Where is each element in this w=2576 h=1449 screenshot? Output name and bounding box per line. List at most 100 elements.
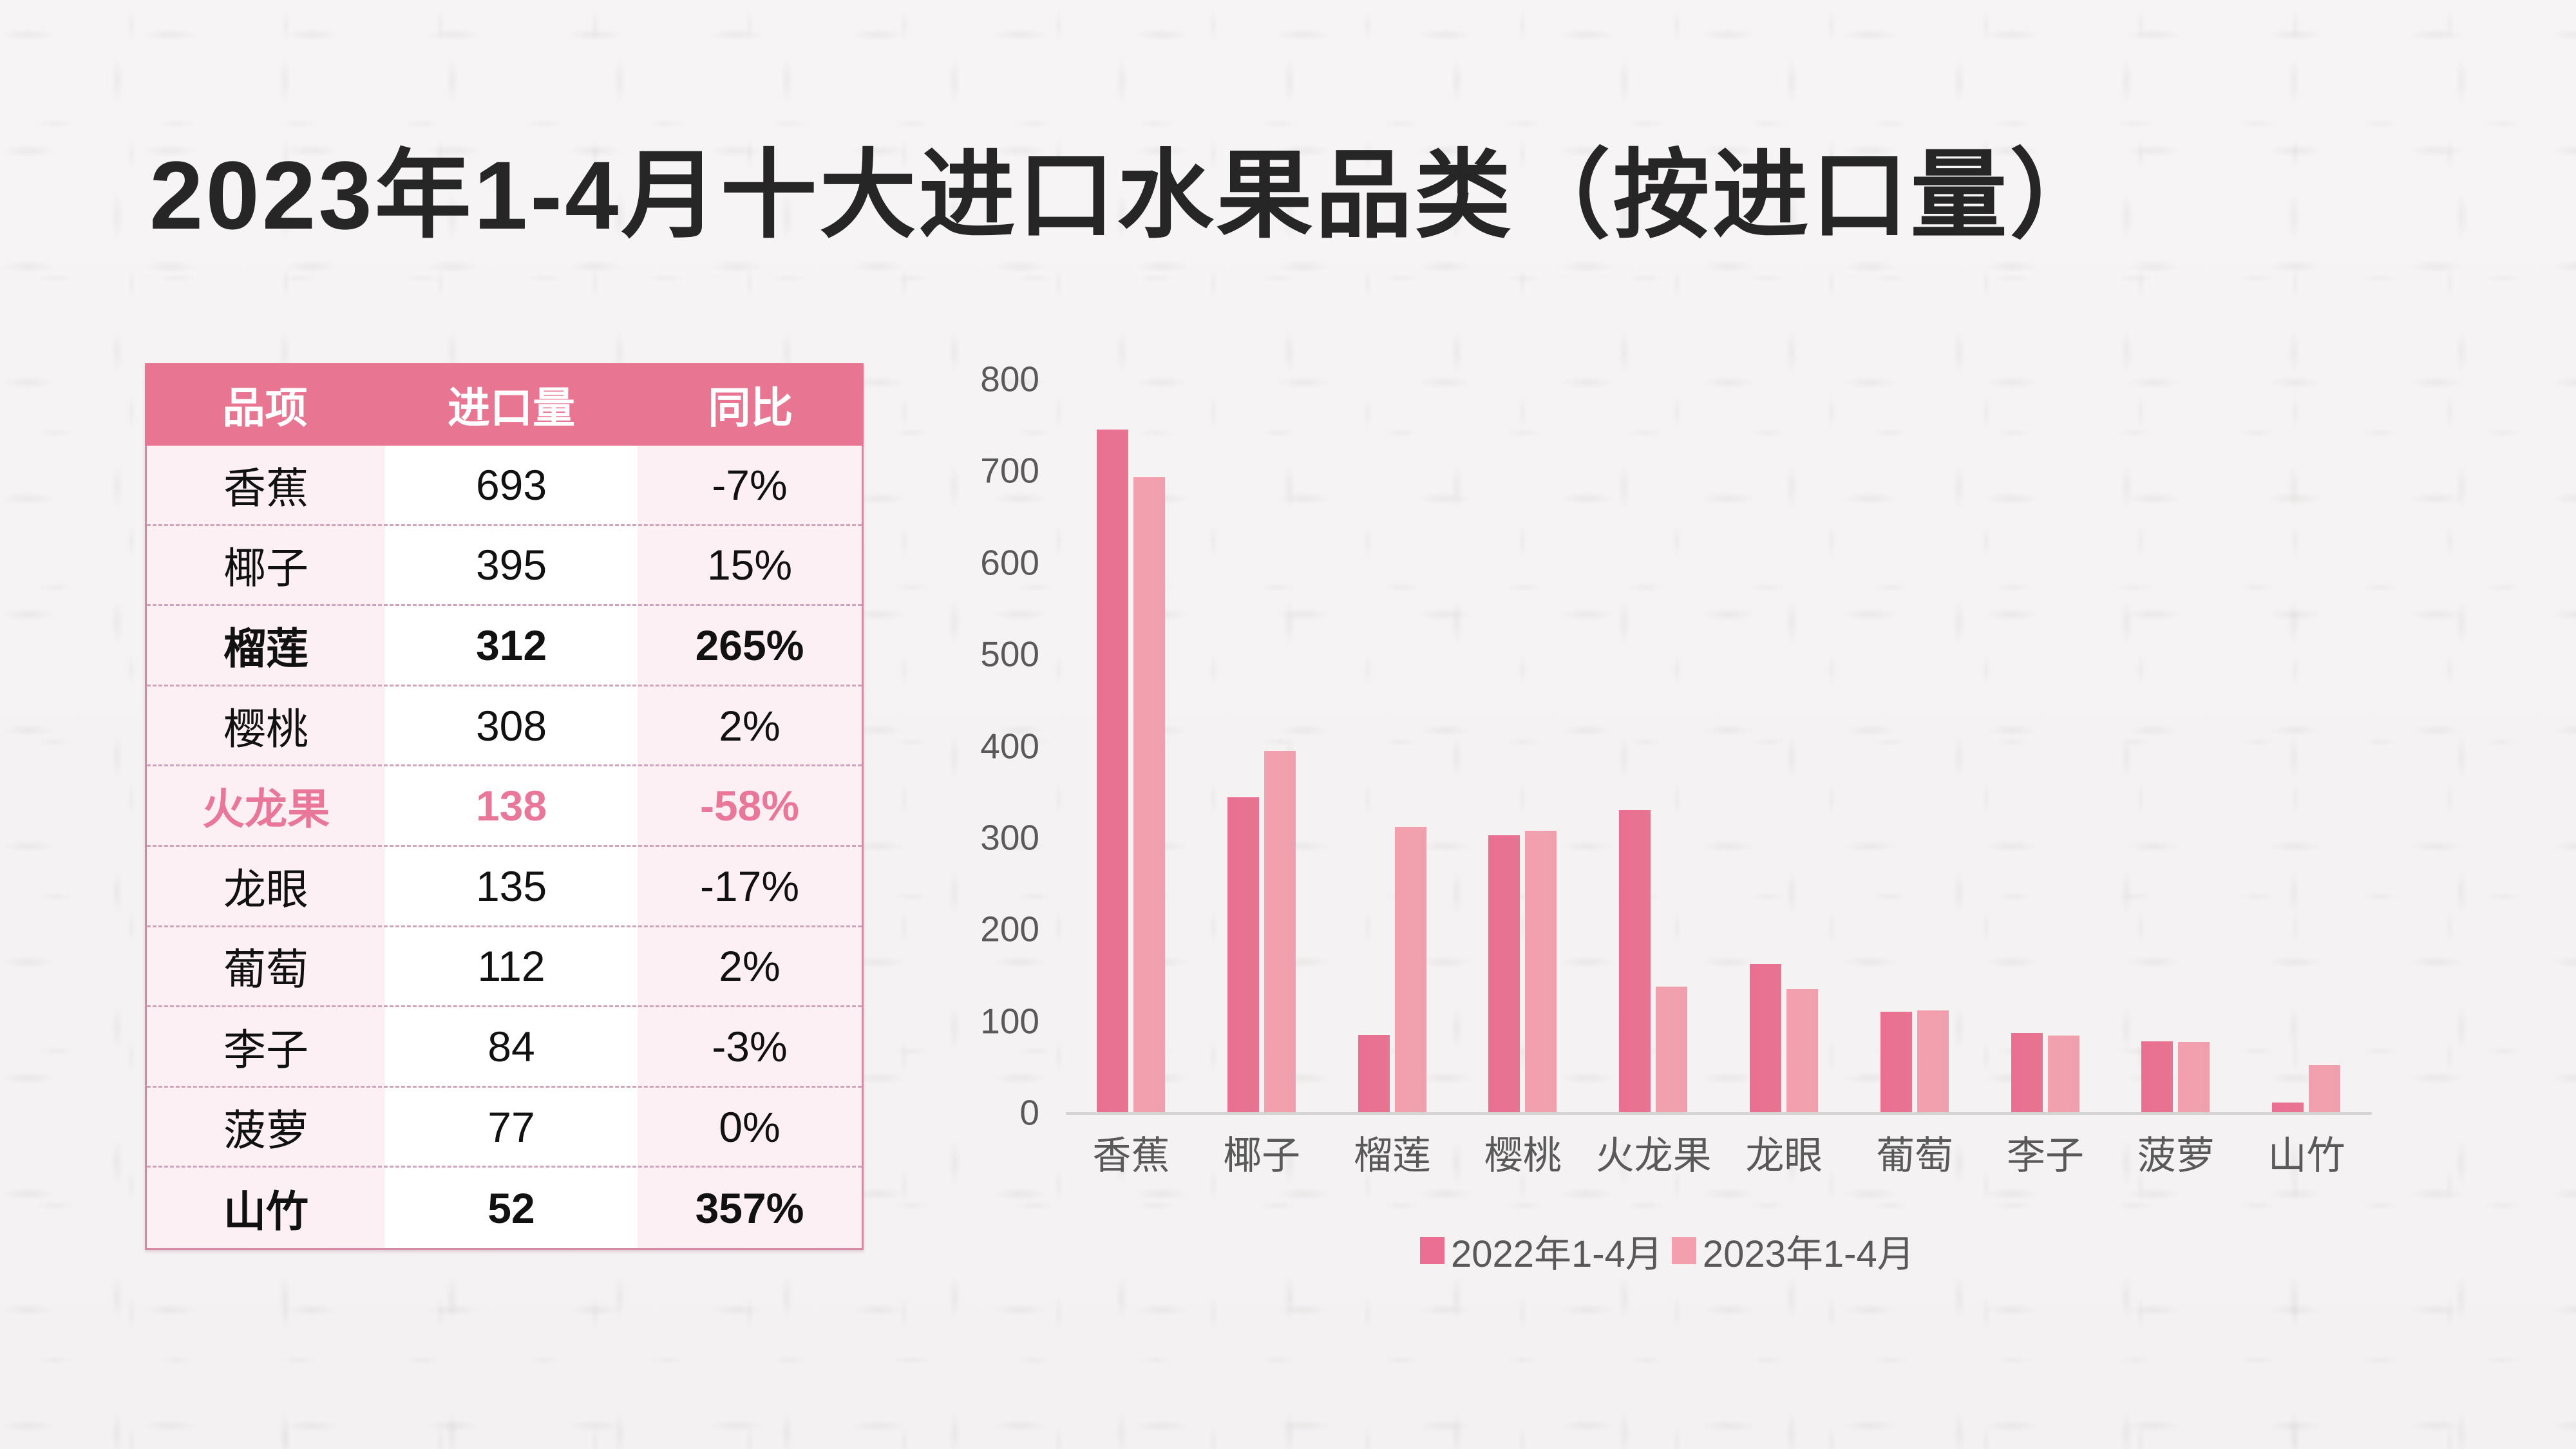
- cell-item: 樱桃: [223, 705, 308, 753]
- bar-2022: [2141, 1041, 2174, 1113]
- cell-volume: 308: [475, 701, 547, 750]
- table-header: 品项 进口量 同比: [145, 363, 864, 446]
- cell-yoy: -17%: [699, 862, 800, 910]
- cell-item: 菠萝: [223, 1106, 308, 1154]
- x-tick-label: 山竹: [2268, 1134, 2345, 1177]
- x-tick-label: 李子: [2006, 1134, 2084, 1177]
- cell-yoy: -58%: [699, 782, 800, 830]
- cell-yoy: -7%: [712, 460, 788, 509]
- cell-yoy: -3%: [712, 1022, 788, 1070]
- bar-group: [1197, 348, 1327, 1113]
- bar-group: [1066, 348, 1197, 1113]
- bar-group: [1850, 348, 1980, 1113]
- bar-group: [2241, 348, 2372, 1113]
- bar-2023: [1394, 826, 1426, 1113]
- cell-yoy: 2%: [719, 701, 781, 750]
- cell-item: 李子: [223, 1025, 308, 1074]
- fruit-import-table: 品项 进口量 同比 香蕉 693 -7% 椰子 395 15% 榴莲 312 265% 樱桃 308…: [145, 363, 864, 1250]
- bar-2022: [2011, 1033, 2043, 1113]
- table-row: 龙眼 135 -17%: [147, 847, 862, 927]
- bar-group: [1719, 348, 1850, 1113]
- cell-volume: 135: [475, 862, 547, 910]
- cell-yoy: 2%: [719, 942, 781, 990]
- table-row: 榴莲 312 265%: [147, 606, 862, 687]
- bar-2022: [1227, 797, 1259, 1113]
- x-tick-label: 火龙果: [1595, 1134, 1712, 1177]
- y-tick-label: 800: [980, 359, 1039, 399]
- cell-item: 葡萄: [223, 945, 308, 994]
- cell-yoy: 265%: [695, 621, 804, 669]
- cell-item: 火龙果: [202, 785, 330, 833]
- bar-2022: [1488, 835, 1520, 1113]
- column-bg: [638, 446, 862, 1248]
- bar-2023: [1656, 986, 1688, 1113]
- bar-2023: [2047, 1036, 2079, 1113]
- y-tick-label: 100: [980, 1001, 1039, 1041]
- bar-2023: [2178, 1042, 2210, 1113]
- page-title: 2023年1-4月十大进口水果品类（按进口量）: [149, 141, 2109, 249]
- bar-2023: [2309, 1065, 2341, 1113]
- table-row: 菠萝 77 0%: [147, 1088, 862, 1168]
- cell-yoy: 357%: [695, 1184, 804, 1232]
- legend-swatch-icon: [1420, 1237, 1444, 1264]
- cell-volume: 312: [475, 621, 547, 669]
- header-yoy: 同比: [708, 384, 793, 431]
- cell-yoy: 0%: [719, 1103, 781, 1151]
- y-tick-label: 400: [980, 726, 1039, 766]
- bar-2022: [1750, 964, 1781, 1113]
- bar-2022: [1358, 1035, 1390, 1113]
- cell-volume: 52: [488, 1184, 535, 1232]
- x-tick-label: 龙眼: [1745, 1134, 1823, 1177]
- table-row: 葡萄 112 2%: [147, 927, 862, 1008]
- table-row: 山竹 52 357%: [147, 1168, 862, 1248]
- bar-2022: [2272, 1103, 2304, 1113]
- bar-chart: 0 100 200 300 400 500 600 700 800 香蕉 椰子 榴莲 樱桃 火龙果 龙眼 葡…: [934, 348, 2415, 1314]
- x-tick-label: 榴莲: [1353, 1134, 1431, 1177]
- x-tick-label: 椰子: [1223, 1134, 1301, 1177]
- header-item: 品项: [222, 384, 308, 431]
- header-volume: 进口量: [448, 384, 575, 431]
- cell-volume: 693: [475, 460, 547, 509]
- legend-label: 2022年1-4月: [1451, 1233, 1663, 1275]
- x-tick-label: 香蕉: [1092, 1134, 1170, 1177]
- y-tick-label: 200: [980, 909, 1039, 949]
- bar-2022: [1880, 1012, 1912, 1113]
- table-row: 香蕉 693 -7%: [147, 446, 862, 526]
- legend-item-2023: 2023年1-4月: [1671, 1224, 1915, 1278]
- y-tick-label: 500: [980, 634, 1039, 674]
- table-body: 香蕉 693 -7% 椰子 395 15% 榴莲 312 265% 樱桃 308 2% 火龙果 138 -5…: [147, 446, 862, 1248]
- bar-2023: [1917, 1010, 1949, 1113]
- bar-2023: [1786, 989, 1818, 1113]
- cell-item: 榴莲: [223, 624, 308, 672]
- chart-legend: 2022年1-4月 2023年1-4月: [1420, 1224, 1915, 1278]
- cell-item: 香蕉: [223, 464, 308, 512]
- bar-group: [1588, 348, 1719, 1113]
- table-row: 火龙果 138 -58%: [147, 766, 862, 847]
- table-row: 李子 84 -3%: [147, 1007, 862, 1088]
- legend-label: 2023年1-4月: [1702, 1233, 1915, 1275]
- bar-2023: [1264, 750, 1296, 1113]
- cell-yoy: 15%: [706, 541, 793, 589]
- cell-volume: 112: [477, 942, 545, 990]
- cell-item: 椰子: [223, 544, 308, 592]
- x-tick-label: 葡萄: [1876, 1134, 1954, 1177]
- bar-group: [1327, 348, 1458, 1113]
- bar-group: [2110, 348, 2241, 1113]
- legend-item-2022: 2022年1-4月: [1420, 1224, 1663, 1278]
- bar-2023: [1133, 477, 1165, 1113]
- x-tick-label: 樱桃: [1484, 1134, 1562, 1177]
- y-tick-label: 700: [980, 450, 1039, 491]
- cell-item: 山竹: [223, 1187, 308, 1235]
- cell-volume: 77: [488, 1103, 535, 1151]
- table-row: 樱桃 308 2%: [147, 687, 862, 767]
- bar-2023: [1525, 830, 1557, 1113]
- x-tick-label: 菠萝: [2137, 1134, 2215, 1177]
- bar-2022: [1619, 810, 1651, 1113]
- legend-swatch-icon: [1671, 1237, 1696, 1264]
- column-bg: [147, 446, 385, 1248]
- x-axis-line: [1066, 1112, 2372, 1115]
- cell-item: 龙眼: [223, 865, 308, 913]
- cell-volume: 395: [475, 541, 547, 589]
- y-tick-label: 0: [1019, 1092, 1039, 1133]
- cell-volume: 84: [488, 1022, 535, 1070]
